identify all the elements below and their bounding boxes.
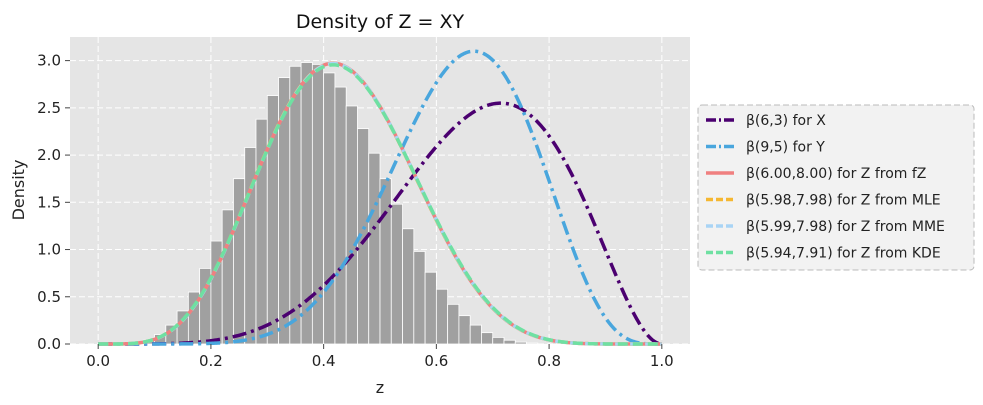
histogram-bar (402, 228, 415, 345)
histogram-bar (289, 65, 302, 345)
histogram-bar (424, 271, 437, 345)
series-line-5 (97, 63, 663, 346)
histogram-bar (368, 152, 381, 345)
histogram-bar (221, 209, 234, 345)
x-tick-label: 1.0 (650, 352, 674, 370)
legend-label-4: β(5.99,7.98) for Z from MME (746, 219, 945, 235)
histogram-bar (390, 203, 403, 345)
histogram-bar (458, 315, 471, 345)
histogram-bar (413, 251, 426, 345)
legend-box (697, 104, 975, 271)
y-tick-label: 0.5 (37, 288, 61, 306)
histogram (131, 62, 539, 345)
legend-label-0: β(6,3) for X (746, 113, 826, 129)
histogram-bar (379, 178, 392, 345)
histogram-bar (503, 339, 516, 345)
x-tick-label: 0.0 (86, 352, 110, 370)
x-axis-ticks: 0.0 0.2 0.4 0.6 0.8 1.0 (86, 344, 674, 370)
x-tick-label: 0.6 (424, 352, 448, 370)
histogram-bar (526, 342, 539, 345)
x-tick-label: 0.4 (312, 352, 336, 370)
legend-label-2: β(6.00,8.00) for Z from fZ (746, 166, 926, 182)
y-tick-label: 2.5 (37, 99, 61, 117)
y-axis-ticks: 0.0 0.5 1.0 1.5 2.0 2.5 3.0 (37, 52, 70, 353)
series-lines (97, 49, 663, 346)
histogram-bar (447, 303, 460, 345)
histogram-bar (481, 332, 494, 345)
histogram-bar (345, 105, 358, 345)
x-tick-label: 0.2 (199, 352, 223, 370)
y-tick-label: 0.0 (37, 335, 61, 353)
legend-label-1: β(9,5) for Y (746, 140, 825, 156)
chart-title: Density of Z = XY (296, 11, 465, 33)
histogram-bar (469, 324, 482, 345)
x-axis-label: z (376, 378, 384, 397)
histogram-bar (334, 86, 347, 345)
series-line-1 (97, 49, 663, 346)
legend-label-5: β(5.94,7.91) for Z from KDE (746, 246, 941, 262)
y-tick-label: 2.0 (37, 146, 61, 164)
histogram-bar (492, 336, 505, 345)
y-tick-label: 1.0 (37, 241, 61, 259)
y-tick-label: 3.0 (37, 52, 61, 70)
legend: β(6,3) for X β(9,5) for Y β(6.00,8.00) for… (697, 104, 975, 271)
histogram-bar (435, 288, 449, 345)
histogram-bar (323, 72, 336, 345)
histogram-bar (514, 341, 527, 345)
x-tick-label: 0.8 (537, 352, 561, 370)
y-tick-label: 1.5 (37, 193, 61, 211)
y-axis-label: Density (9, 160, 28, 221)
legend-label-3: β(5.98,7.98) for Z from MLE (746, 193, 941, 209)
